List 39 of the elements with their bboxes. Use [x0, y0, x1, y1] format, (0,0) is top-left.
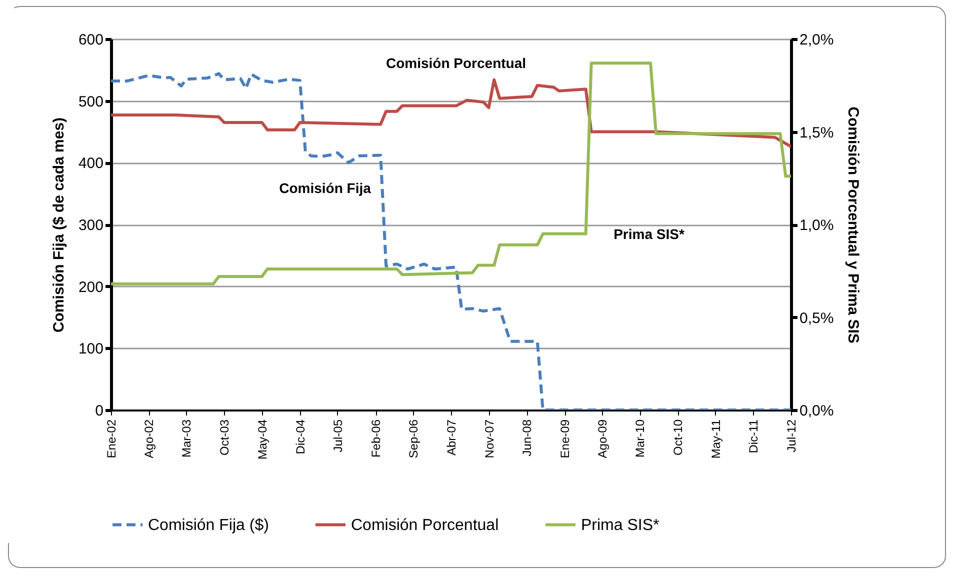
x-tick-label: Oct-10 [671, 419, 686, 456]
y-tick-label: 500 [78, 93, 104, 110]
x-tick-label: Ene-09 [558, 419, 572, 458]
annotation: Prima SIS* [614, 226, 685, 242]
y-tick-label: 100 [78, 340, 104, 358]
legend-label: Comisión Porcentual [351, 516, 499, 534]
y-tick-label: 300 [78, 217, 104, 234]
y2-axis-title: Comisión Porcentual y Prima SIS [844, 106, 862, 344]
y-tick-label: 600 [78, 32, 104, 48]
x-tick-label: Ene-02 [104, 419, 118, 458]
y2-tick-label: 2,0% [800, 32, 834, 48]
x-tick-label: Jul-05 [330, 419, 345, 452]
x-tick-label: May-04 [255, 419, 270, 460]
y-tick-label: 0 [95, 402, 104, 420]
y2-tick-label: 1,0% [800, 217, 834, 234]
x-tick-label: Sep-06 [406, 419, 421, 458]
y-tick-label: 200 [78, 278, 104, 296]
x-tick-label: Ago-09 [596, 419, 610, 458]
x-tick-label: May-11 [708, 419, 723, 459]
x-tick-label: Oct-03 [218, 419, 232, 456]
annotation: Comisión Porcentual [386, 55, 526, 71]
x-tick-label: Nov-07 [482, 419, 496, 458]
x-tick-label: Abr-07 [444, 419, 458, 456]
legend-label: Comisión Fija ($) [148, 516, 269, 534]
y-tick-label: 400 [78, 155, 104, 172]
x-tick-label: Feb-06 [369, 419, 384, 458]
annotation: Comisión Fija [279, 180, 372, 196]
x-tick-label: Ago-02 [142, 419, 156, 458]
y2-tick-label: 1,5% [800, 124, 834, 142]
x-tick-label: Mar-03 [180, 419, 194, 458]
y-axis-title: Comisión Fija ($ de cada mes) [50, 117, 68, 333]
y2-tick-label: 0,0% [800, 402, 834, 420]
x-tick-label: Dic-11 [746, 419, 761, 454]
x-tick-label: Mar-10 [633, 419, 648, 458]
x-tick-label: Jun-08 [520, 419, 534, 456]
y2-tick-label: 0,5% [800, 310, 834, 327]
legend-label: Prima SIS* [581, 516, 660, 534]
x-tick-label: Dic-04 [293, 419, 308, 454]
x-tick-label: Jul-12 [784, 419, 798, 452]
